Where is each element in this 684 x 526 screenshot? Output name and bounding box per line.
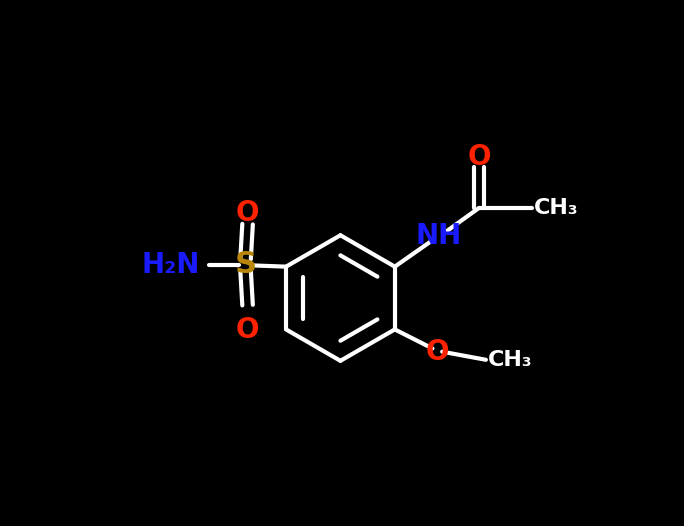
- Text: O: O: [467, 143, 491, 171]
- Text: O: O: [236, 317, 259, 345]
- Text: CH₃: CH₃: [534, 198, 579, 218]
- Text: O: O: [425, 338, 449, 366]
- Text: H₂N: H₂N: [142, 250, 200, 279]
- Text: CH₃: CH₃: [488, 350, 533, 370]
- Text: O: O: [236, 199, 259, 227]
- Text: S: S: [235, 250, 256, 279]
- Text: NH: NH: [415, 222, 462, 250]
